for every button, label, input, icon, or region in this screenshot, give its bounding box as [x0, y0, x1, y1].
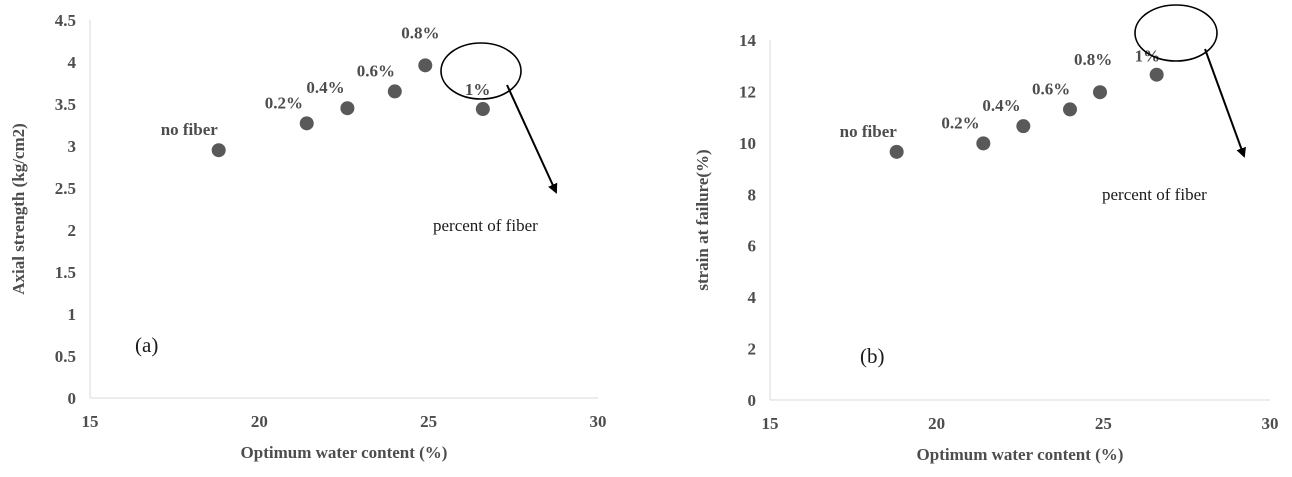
data-label: no fiber	[161, 120, 219, 139]
data-point	[1093, 85, 1107, 100]
data-label: 0.4%	[982, 96, 1020, 115]
annotation-text: percent of fiber	[433, 216, 538, 235]
y-tick-label: 0	[68, 389, 77, 408]
y-tick-label: 3	[68, 137, 77, 156]
y-axis-title: strain at failure(%)	[693, 149, 712, 290]
x-tick-label: 30	[590, 412, 607, 431]
data-point	[418, 58, 433, 73]
y-tick-label: 2	[68, 221, 77, 240]
data-point	[1016, 119, 1031, 134]
y-tick-label: 4	[748, 288, 757, 307]
y-tick-label: 3.5	[55, 95, 76, 114]
y-tick-label: 0.5	[55, 347, 76, 366]
data-point	[387, 84, 402, 99]
data-point	[299, 116, 314, 131]
annotation-text: percent of fiber	[1102, 185, 1207, 204]
y-tick-label: 12	[739, 82, 756, 101]
data-point	[211, 143, 226, 158]
data-label: 0.8%	[401, 23, 439, 42]
y-tick-label: 4	[68, 53, 77, 72]
x-tick-label: 15	[762, 414, 779, 433]
data-point	[340, 101, 355, 116]
data-label: 1%	[1135, 47, 1161, 66]
x-tick-label: 25	[420, 412, 437, 431]
y-tick-label: 6	[748, 237, 757, 256]
chart-panel-a: 0 0.5 1 1.5 2 2.5 3 3.5 4 4.5 15 20 25 30 Optimum wate…	[9, 11, 607, 462]
y-tick-label: 14	[739, 31, 757, 50]
x-tick-label: 20	[251, 412, 268, 431]
data-label: 1%	[465, 80, 491, 99]
data-point	[1149, 67, 1164, 82]
y-tick-label: 10	[739, 134, 756, 153]
x-tick-label: 20	[928, 414, 945, 433]
y-tick-label: 4.5	[55, 11, 76, 30]
y-tick-label: 8	[748, 185, 757, 204]
x-tick-label: 30	[1262, 414, 1279, 433]
chart-panel-b: 0 2 4 6 8 10 12 14 15 20 25 30 Optimum water content…	[693, 4, 1279, 464]
data-label: 0.6%	[357, 61, 395, 80]
y-tick-label: 2.5	[55, 179, 76, 198]
data-label: 0.2%	[941, 113, 979, 132]
data-label: 0.8%	[1074, 50, 1112, 69]
annotation-ellipse	[440, 42, 522, 100]
panel-label: (a)	[135, 333, 158, 357]
x-tick-label: 25	[1095, 414, 1112, 433]
data-label: no fiber	[840, 122, 898, 141]
data-point	[475, 102, 490, 117]
x-axis-title: Optimum water content (%)	[241, 443, 448, 462]
data-point	[889, 144, 904, 159]
y-tick-label: 0	[748, 391, 757, 410]
panel-label: (b)	[860, 344, 885, 368]
y-axis-title: Axial strength (kg/cm2)	[9, 123, 28, 295]
data-label: 0.4%	[306, 78, 344, 97]
x-axis-title: Optimum water content (%)	[917, 445, 1124, 464]
annotation-arrow	[506, 84, 558, 194]
y-tick-label: 2	[748, 340, 757, 359]
data-label: 0.6%	[1032, 79, 1070, 98]
annotation-arrow	[1204, 48, 1246, 158]
data-point	[976, 136, 991, 151]
data-label: 0.2%	[265, 93, 303, 112]
y-tick-label: 1	[68, 305, 77, 324]
data-point	[1063, 102, 1077, 117]
annotation-ellipse	[1134, 4, 1218, 62]
y-tick-label: 1.5	[55, 263, 76, 282]
x-tick-label: 15	[82, 412, 99, 431]
